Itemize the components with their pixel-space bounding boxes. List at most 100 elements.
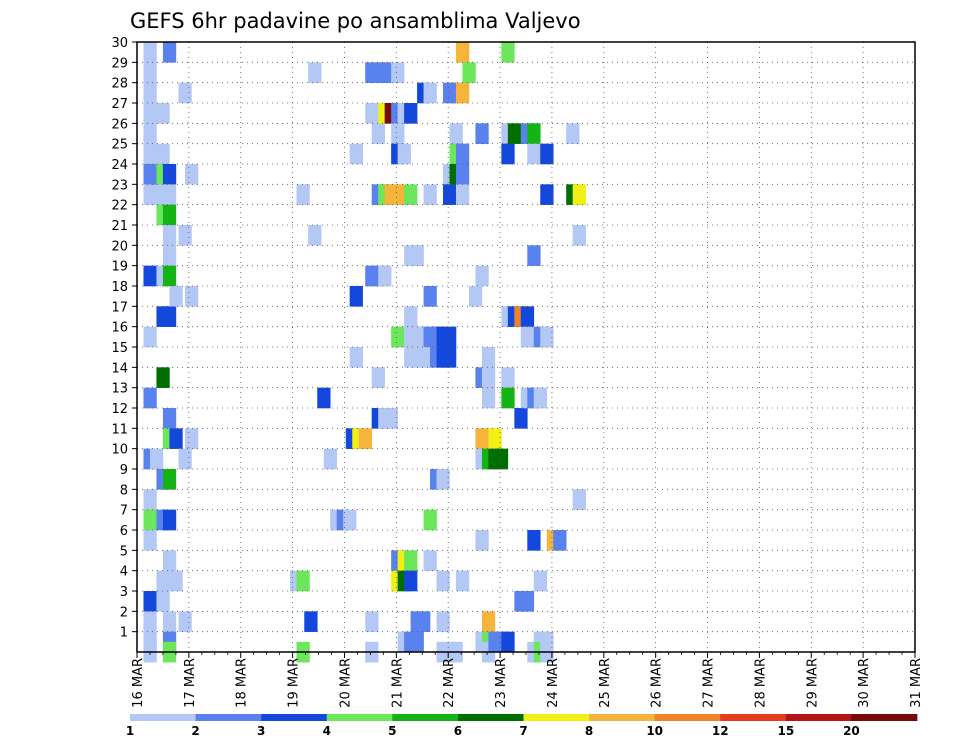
y-tick-label: 15 [111, 341, 128, 356]
y-tick-label: 8 [120, 483, 128, 498]
x-tick-label: 28 MAR [753, 658, 768, 708]
heatmap-cell [156, 570, 170, 592]
heatmap-cell [423, 550, 437, 571]
heatmap-cell [162, 469, 177, 490]
heatmap-cell [296, 570, 310, 592]
y-tick-label: 12 [111, 402, 128, 417]
heatmap-cell [365, 62, 379, 83]
y-tick-label: 13 [111, 382, 128, 397]
y-tick-label: 20 [111, 239, 128, 254]
heatmap-cell [475, 265, 489, 287]
x-tick-label: 24 MAR [546, 658, 561, 708]
heatmap-cell [378, 265, 392, 287]
heatmap-cell [455, 184, 470, 205]
heatmap-cell [520, 326, 535, 348]
heatmap-cell [527, 143, 541, 165]
heatmap-cell [349, 347, 363, 368]
y-tick-label: 23 [111, 178, 128, 193]
heatmap-cell [397, 143, 411, 165]
colorbar-label: 6 [454, 724, 462, 738]
y-tick-label: 7 [120, 504, 128, 519]
x-tick-label: 27 MAR [702, 658, 717, 708]
colorbar-label: 8 [585, 724, 593, 738]
heatmap-cell [162, 245, 177, 266]
heatmap-cell [501, 42, 515, 63]
heatmap-cell [501, 387, 515, 409]
heatmap-cell [404, 103, 418, 124]
heatmap-cell [404, 306, 418, 327]
heatmap-cell [365, 611, 379, 632]
x-tick-label: 21 MAR [390, 658, 405, 708]
heatmap-cell [572, 225, 586, 246]
heatmap-cell [436, 469, 450, 490]
heatmap-cell [475, 530, 489, 551]
colorbar-swatch [589, 714, 656, 721]
heatmap-cell [143, 591, 157, 612]
x-tick-label: 19 MAR [287, 658, 302, 708]
heatmap-cell [156, 591, 170, 612]
heatmap-cell [162, 408, 177, 429]
heatmap-cell [384, 408, 398, 429]
y-tick-label: 2 [120, 605, 128, 620]
heatmap-cell [520, 306, 535, 327]
colorbar-swatch [457, 714, 524, 721]
y-tick-label: 21 [111, 219, 128, 234]
colorbar-label: 5 [388, 724, 396, 738]
heatmap-cell [178, 611, 192, 632]
y-tick-label: 4 [120, 565, 128, 580]
grid-lines [137, 42, 915, 652]
heatmap-cell [317, 387, 331, 409]
heatmap-cell [162, 204, 177, 226]
x-axis: 16 MAR 17 MAR 18 MAR 19 MAR 20 MAR 21 MAR 22 M… [131, 652, 924, 708]
y-tick-label: 14 [111, 361, 128, 376]
heatmap-cell [423, 509, 437, 531]
heatmap-cell [143, 143, 157, 165]
heatmap-cell [156, 143, 170, 165]
y-tick-label: 28 [111, 77, 128, 92]
heatmap-cell [443, 347, 457, 368]
colorbar-swatch [523, 714, 590, 721]
colorbar-swatch [851, 714, 918, 721]
colorbar-swatch [195, 714, 262, 721]
heatmap-cell [162, 42, 177, 63]
heatmap-cell [162, 164, 177, 185]
colorbar-swatch [326, 714, 393, 721]
y-tick-label: 10 [111, 443, 128, 458]
heatmap-cell [143, 509, 157, 531]
heatmap-cell [343, 509, 357, 531]
heatmap-cell [404, 550, 418, 571]
heatmap-cell [162, 306, 177, 327]
heatmap-cell [455, 42, 470, 63]
heatmap-cell [540, 143, 554, 165]
heatmap-cell [443, 326, 457, 348]
colorbar-swatch [785, 714, 852, 721]
x-tick-label: 20 MAR [338, 658, 353, 708]
heatmap-cell [391, 123, 405, 144]
heatmap-cell [178, 225, 192, 246]
y-tick-label: 5 [120, 544, 128, 559]
x-tick-label: 31 MAR [909, 658, 924, 708]
heatmap-cell [481, 387, 496, 409]
heatmap-cell [410, 245, 424, 266]
heatmap-cell [349, 286, 363, 307]
y-tick-label: 24 [111, 158, 128, 173]
y-tick-label: 25 [111, 138, 128, 153]
heatmap-cell [507, 123, 522, 144]
heatmap-cell [184, 428, 199, 449]
colorbar: 1 2 3 4 5 6 7 8 10 12 15 20 [126, 714, 918, 738]
y-tick-label: 9 [120, 463, 128, 478]
heatmap-cell [143, 103, 157, 124]
heatmap-cell [449, 123, 463, 144]
heatmap-cell [553, 530, 567, 551]
heatmap-cell [481, 347, 496, 368]
heatmap-cell [481, 611, 496, 632]
heatmap-cell [371, 123, 385, 144]
heatmap-cell [436, 611, 450, 632]
x-tick-label: 23 MAR [494, 658, 509, 708]
x-tick-label: 25 MAR [598, 658, 613, 708]
heatmap-cell [143, 62, 157, 83]
heatmap-cell [156, 367, 170, 388]
heatmap-cell [423, 184, 437, 205]
heatmap-cell [304, 611, 318, 632]
heatmap-cell [572, 489, 586, 510]
